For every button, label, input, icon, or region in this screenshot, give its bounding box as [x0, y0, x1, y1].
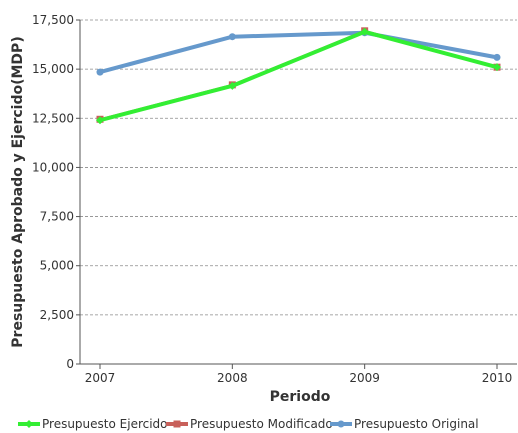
- y-tick-label: 5,000: [40, 259, 74, 273]
- data-point: [96, 68, 104, 76]
- y-tick-label: 17,500: [32, 13, 74, 27]
- data-point: [360, 27, 369, 36]
- legend-item[interactable]: Presupuesto Modificado: [166, 417, 333, 431]
- data-point: [493, 53, 501, 61]
- legend-item[interactable]: Presupuesto Ejercido: [18, 417, 168, 431]
- series-line: [99, 29, 498, 123]
- y-tick-labels: 0 2,500 5,000 7,500 10,000 12,500 15,000 17,500: [32, 13, 80, 371]
- x-tick-label: 2010: [482, 371, 513, 385]
- legend[interactable]: Presupuesto Ejercido Presupuesto Modifica…: [18, 417, 479, 431]
- x-axis-title: Periodo: [270, 389, 331, 405]
- series-0: [96, 27, 501, 125]
- series: [96, 27, 501, 125]
- data-point: [228, 33, 236, 41]
- y-tick-label: 2,500: [40, 308, 74, 322]
- legend-swatch-marker: [25, 420, 33, 428]
- data-point: [96, 116, 104, 125]
- series-1: [96, 27, 501, 123]
- y-tick-label: 10,000: [32, 160, 74, 174]
- y-tick-label: 7,500: [40, 210, 74, 224]
- y-tick-label: 0: [66, 357, 74, 371]
- legend-swatch-marker: [173, 420, 181, 428]
- legend-label: Presupuesto Original: [354, 417, 479, 431]
- y-tick-label: 15,000: [32, 62, 74, 76]
- data-point: [493, 63, 501, 72]
- y-axis-title: Presupuesto Aprobado y Ejercido(MDP): [10, 36, 26, 347]
- y-tick-label: 12,500: [32, 111, 74, 125]
- x-tick-label: 2007: [85, 371, 116, 385]
- data-point: [228, 81, 237, 90]
- legend-item[interactable]: Presupuesto Original: [330, 417, 479, 431]
- legend-label: Presupuesto Ejercido: [42, 417, 168, 431]
- series-line: [99, 30, 498, 75]
- x-tick-labels: 2007 2008 2009 2010: [85, 364, 513, 385]
- legend-swatch-marker: [337, 420, 345, 428]
- x-tick-label: 2009: [349, 371, 380, 385]
- grid-lines: [80, 19, 517, 316]
- axes: [79, 20, 517, 365]
- legend-label: Presupuesto Modificado: [190, 417, 333, 431]
- x-tick-label: 2008: [217, 371, 248, 385]
